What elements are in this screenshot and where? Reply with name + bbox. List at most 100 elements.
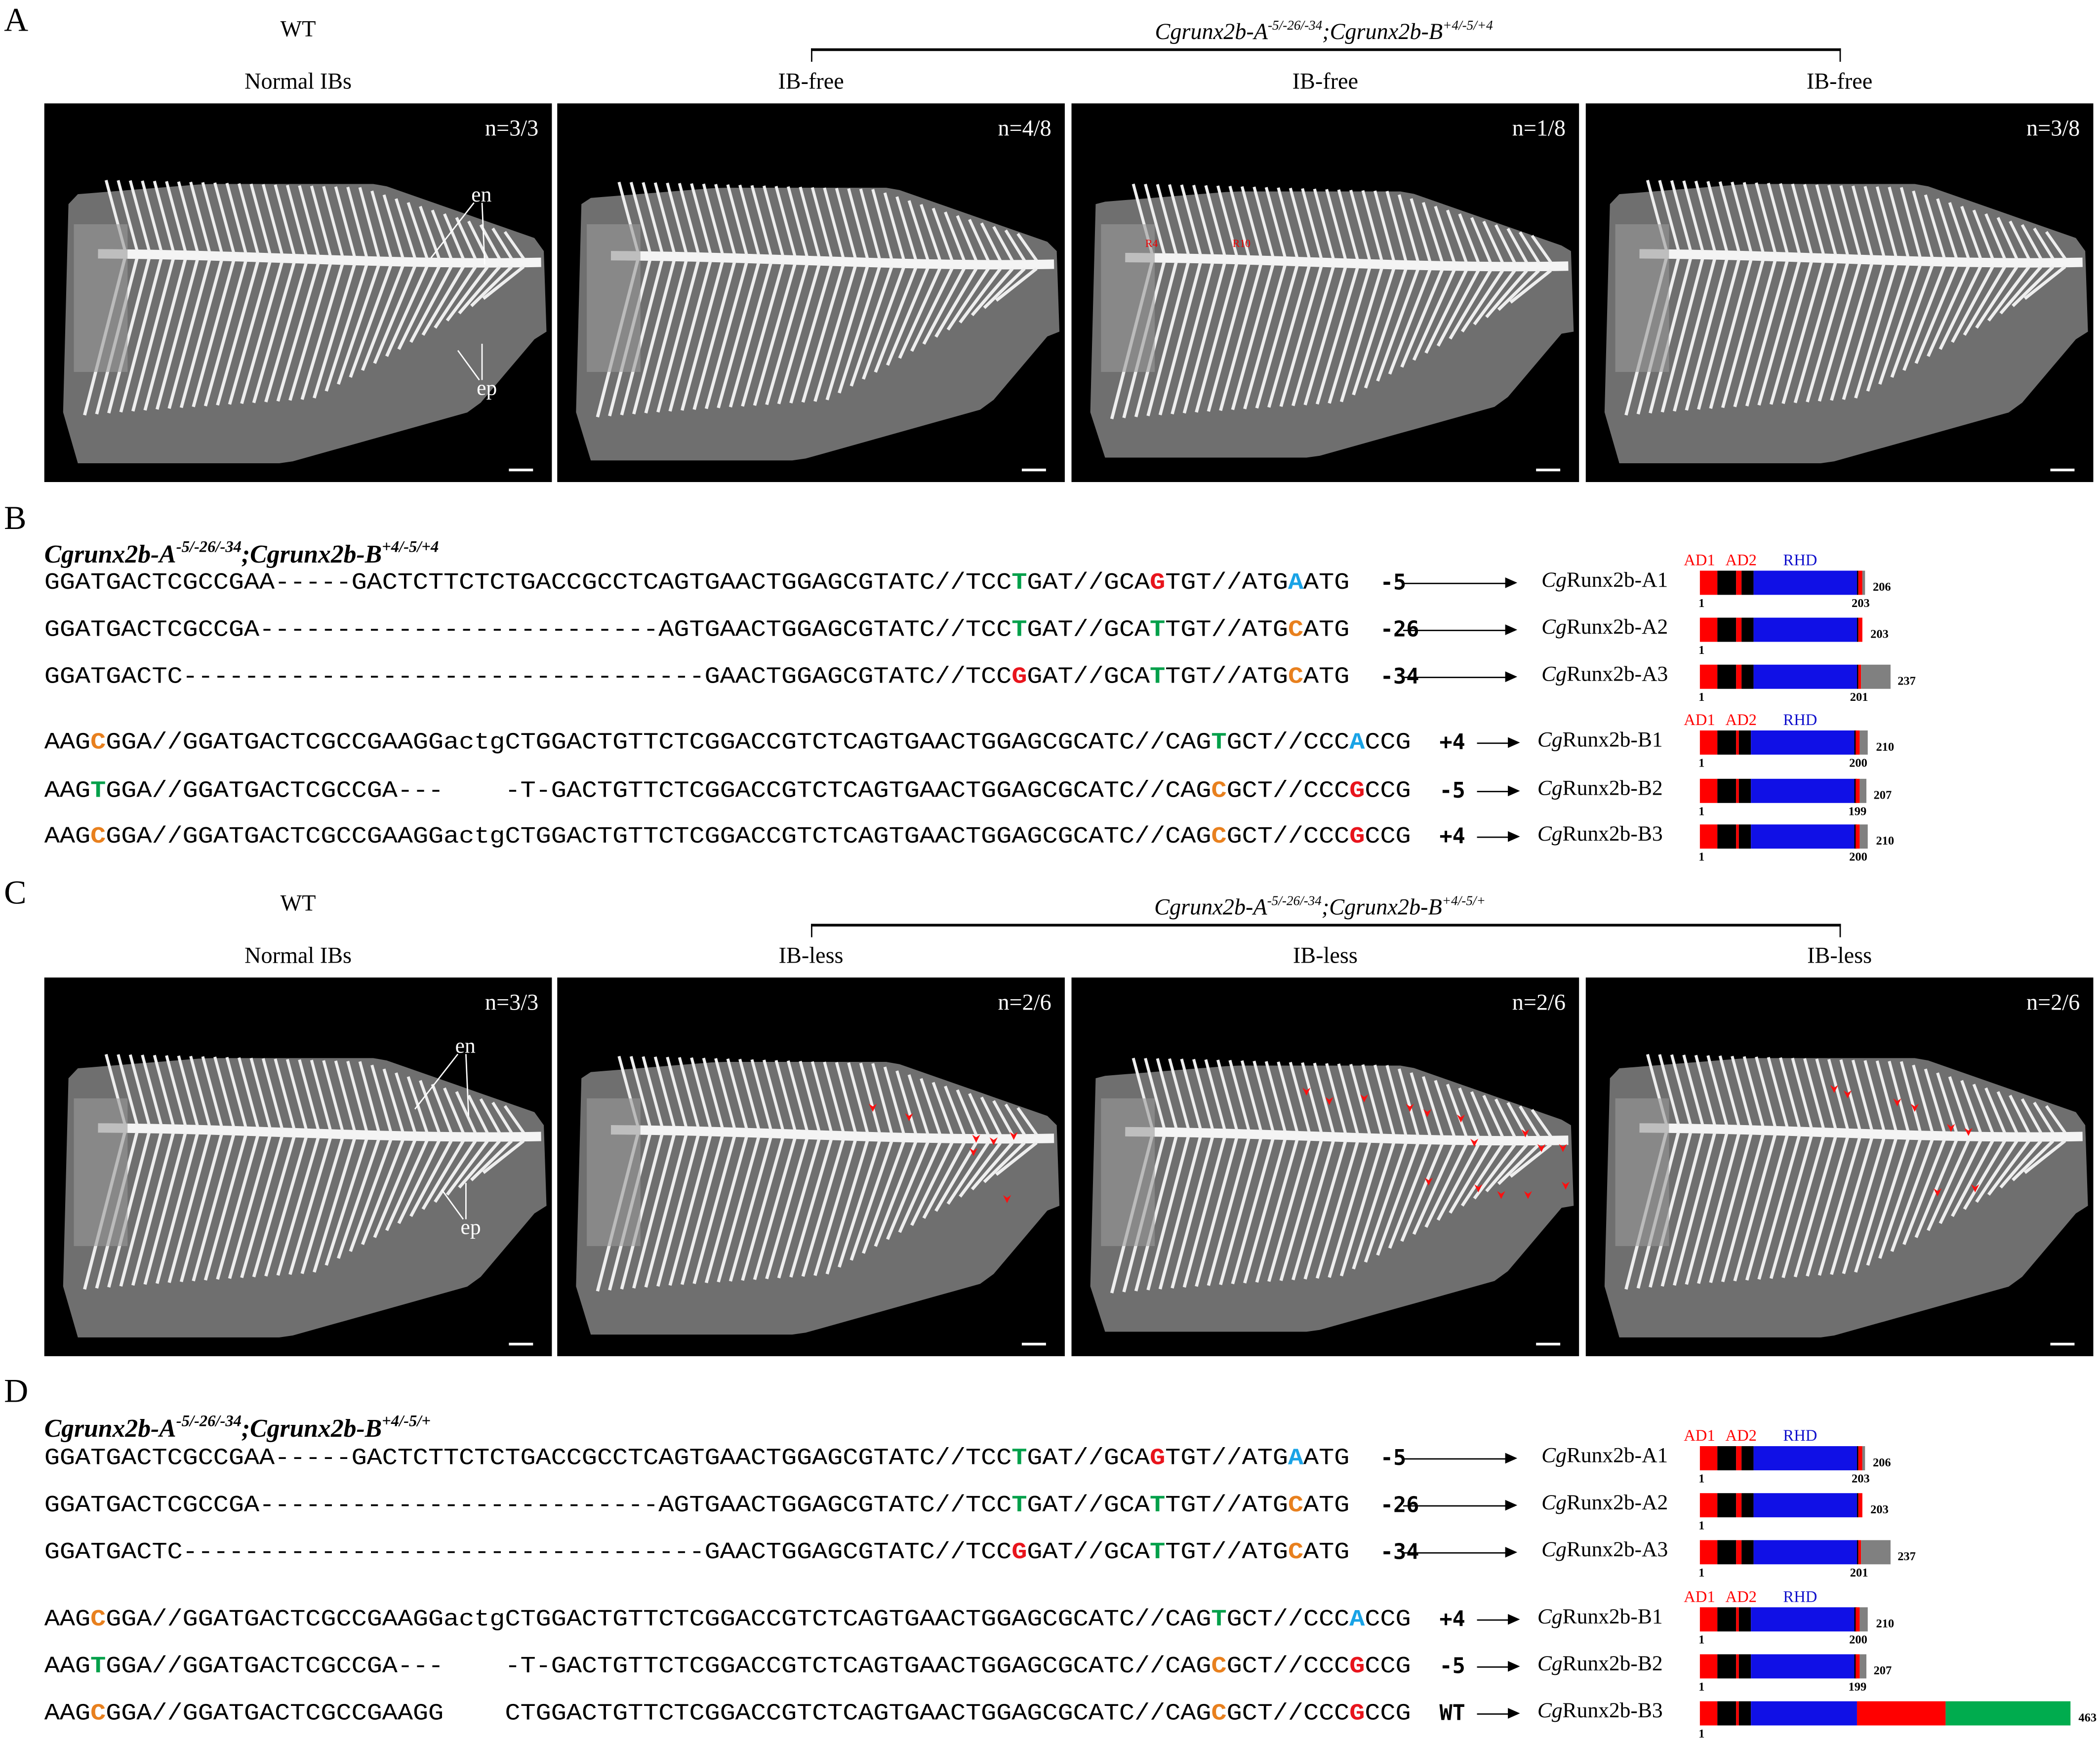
rib	[692, 1135, 736, 1284]
red-arrow-icon	[1010, 1132, 1018, 1140]
rib	[1182, 1137, 1226, 1288]
image-subtitle: Normal IBs	[244, 68, 352, 94]
sequence-segment: TGT//ATG	[1165, 1492, 1288, 1519]
scale-bar	[509, 468, 533, 472]
neural-spine	[1706, 181, 1729, 252]
protein-prefix: Cg	[1541, 1492, 1567, 1515]
rib	[1769, 1135, 1813, 1279]
rib	[300, 1137, 344, 1274]
neural-spine	[201, 182, 223, 253]
rib	[252, 1136, 296, 1278]
rib	[983, 1141, 1026, 1183]
domain-label-ad2: AD2	[1725, 710, 1757, 729]
rib	[1436, 1143, 1480, 1221]
genotype-b-alleles: +4/-5/+	[382, 1411, 431, 1430]
domain-tail	[1859, 824, 1868, 849]
genotype-a-alleles: -5/-26/-34	[1267, 19, 1323, 34]
protein-prefix: Cg	[1537, 1653, 1563, 1676]
neural-spine	[177, 1055, 199, 1126]
bracket-c-left	[811, 924, 812, 937]
neural-spine	[1228, 1059, 1251, 1131]
skull-region	[74, 224, 128, 372]
domain-black	[1717, 617, 1737, 642]
neural-spine	[1791, 1057, 1813, 1129]
fish-body	[1090, 191, 1574, 458]
bracket-a	[811, 48, 1841, 51]
rib	[741, 263, 785, 407]
truncation-label: 201	[1850, 1566, 1868, 1579]
mutated-base: T	[1211, 729, 1227, 756]
domain-black	[1741, 1540, 1754, 1565]
length-label: 203	[1870, 627, 1889, 641]
neural-spine	[1984, 1087, 2006, 1133]
neural-spine	[2020, 1098, 2043, 1134]
fish-skeleton-image: n=3/3 en ep	[44, 103, 552, 483]
start-label: 1	[1698, 1680, 1705, 1694]
rib	[777, 1138, 821, 1279]
red-arrow-icon	[1423, 1109, 1432, 1117]
rib	[179, 1133, 223, 1283]
sequence-segment: GAT//GCA	[1027, 1445, 1150, 1472]
start-label: 1	[1698, 1471, 1705, 1485]
domain-label-ad1: AD1	[1684, 1426, 1715, 1445]
neural-spine	[1658, 180, 1680, 251]
neural-spine	[382, 194, 404, 258]
neural-spine	[2009, 220, 2030, 260]
rib	[1842, 1137, 1886, 1274]
rib	[1267, 265, 1311, 408]
domain-ext_red	[1858, 664, 1861, 689]
domain-tail	[1860, 664, 1890, 689]
neural-spine	[189, 1055, 211, 1127]
rib	[1709, 259, 1753, 409]
rib	[1890, 1139, 1934, 1252]
pointer-line	[481, 202, 485, 265]
domain-ext_red	[1858, 570, 1863, 595]
protein-name: CgRunx2b-A2	[1541, 1491, 1668, 1517]
rib	[620, 1134, 664, 1290]
domain-tail	[1862, 1446, 1865, 1470]
neural-spine	[358, 1061, 380, 1132]
rib	[680, 261, 724, 411]
red-arrow-icon	[969, 1148, 978, 1156]
neural-spine	[871, 1063, 893, 1134]
protein-name: CgRunx2b-B3	[1537, 822, 1663, 849]
neural-spine	[1682, 180, 1704, 251]
rib	[1781, 261, 1825, 405]
neural-spine	[835, 188, 857, 259]
rib	[445, 266, 489, 322]
rib	[2012, 1139, 2055, 1181]
rib	[1146, 262, 1190, 416]
mutated-base: C	[1288, 663, 1303, 690]
neural-spine	[1531, 235, 1552, 263]
rib	[1509, 1143, 1552, 1178]
length-label: 203	[1870, 1502, 1889, 1516]
protein-domain-bar	[1699, 730, 1868, 755]
fish-skeleton-image: n=2/6	[557, 977, 1065, 1356]
fish-skeleton-image: n=4/8	[557, 103, 1065, 483]
red-arrow-icon	[972, 1134, 980, 1143]
sequence-segment: GGATGACTCGCCGAA-----GACTCTTCTCTGACCGCCTC…	[44, 569, 1012, 596]
mutated-base: C	[1211, 777, 1227, 805]
rib	[264, 262, 308, 403]
neural-spine	[847, 188, 869, 259]
rib	[397, 266, 441, 350]
neural-spine	[786, 1060, 808, 1131]
domain-black	[1739, 1701, 1752, 1726]
scale-bar	[1536, 468, 1561, 472]
spine	[610, 251, 1054, 270]
rib	[1339, 268, 1383, 403]
image-subtitle: IB-free	[1292, 68, 1359, 94]
fish-body	[63, 184, 547, 463]
mutated-base: G	[1349, 823, 1365, 850]
neural-spine	[653, 1056, 676, 1127]
neural-spine	[1398, 1068, 1419, 1136]
start-label: 1	[1698, 690, 1705, 704]
neural-spine	[968, 1093, 990, 1135]
sequence-segment: CCG	[1365, 1653, 1411, 1680]
length-label: 237	[1898, 674, 1916, 688]
sequence-segment: GGATGACTC-------------------------------…	[44, 1538, 1012, 1566]
domain-label-ad1: AD1	[1684, 710, 1715, 729]
rib	[1315, 1141, 1359, 1279]
red-arrow-icon	[1947, 1124, 1955, 1132]
sequence: AAGCGGA//GGATGACTCGCCGAAGG CTGGACTGTTCTC…	[44, 1701, 1411, 1726]
